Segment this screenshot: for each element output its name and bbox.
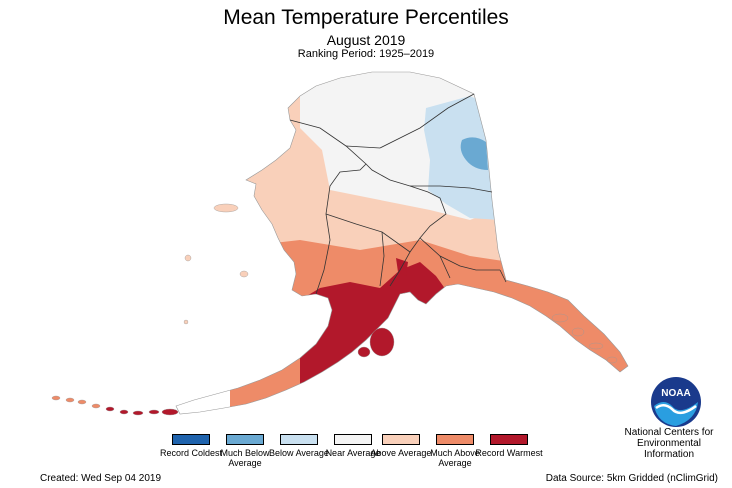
legend-label-below-average: Below Average (269, 448, 329, 458)
legend-swatch-near-average (334, 434, 372, 445)
organization-name: National Centers for Environmental Infor… (614, 427, 724, 460)
created-date: Created: Wed Sep 04 2019 (40, 473, 162, 484)
region-record-warmest (230, 262, 446, 414)
data-source: Data Source: 5km Gridded (nClimGrid) (545, 473, 718, 484)
kodiak-islands (357, 327, 395, 358)
region-below-average (424, 96, 500, 220)
alaska-outline (175, 71, 629, 415)
legend-swatch-record-coldest (172, 434, 210, 445)
climate-division-boundaries (289, 93, 507, 295)
legend-label-much-below-average: Much Below Average (220, 448, 270, 468)
org-line-2: Environmental (637, 438, 701, 449)
legend-label-record-warmest: Record Warmest (475, 448, 543, 458)
legend-swatch-above-average (382, 434, 420, 445)
legend-swatch-much-above-average (436, 434, 474, 445)
legend-swatch-record-warmest (490, 434, 528, 445)
western-aleutian-islands (51, 395, 101, 409)
org-line-3: Information (643, 449, 695, 460)
legend-label-near-average: Near Average (325, 448, 381, 458)
region-much-above-average (230, 240, 628, 414)
noaa-logo-text: NOAA (661, 388, 690, 399)
region-much-below-average (460, 137, 488, 170)
legend-swatch-much-below-average (226, 434, 264, 445)
legend-label-record-coldest: Record Coldest (159, 448, 223, 458)
org-line-1: National Centers for (624, 427, 714, 438)
legend-label-much-above-average: Much Above Average (430, 448, 480, 468)
noaa-logo-icon: NOAA (651, 377, 701, 427)
legend-swatch-below-average (280, 434, 318, 445)
aleutian-islands (105, 406, 179, 416)
map-title: Mean Temperature Percentiles (223, 6, 509, 29)
panhandle-islands (551, 313, 618, 364)
bering-sea-islands (183, 203, 249, 325)
map-subtitle: August 2019 (326, 32, 406, 48)
alaska-map (51, 71, 629, 416)
legend-label-above-average: Above Average (370, 448, 432, 458)
ranking-period: Ranking Period: 1925–2019 (297, 48, 435, 60)
